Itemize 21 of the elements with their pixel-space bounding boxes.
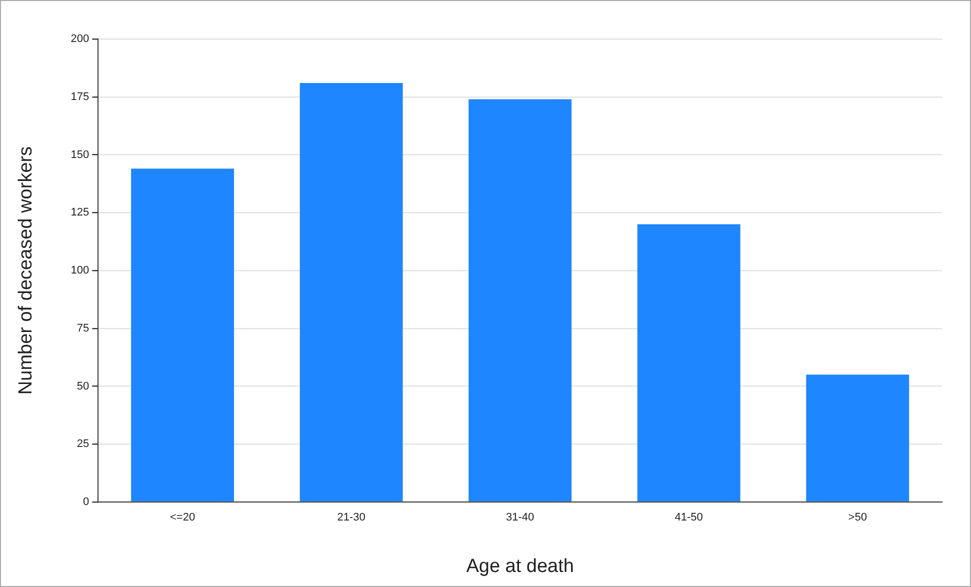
x-tick-label: >50 xyxy=(848,512,867,524)
y-tick-label: 175 xyxy=(70,90,90,103)
y-tick-label: 150 xyxy=(70,148,90,161)
y-tick-label: 50 xyxy=(76,380,90,392)
bar xyxy=(300,82,403,502)
bar xyxy=(637,224,740,502)
y-tick-label: 0 xyxy=(83,496,90,508)
bar xyxy=(806,374,910,502)
y-axis-title: Number of deceased workers xyxy=(16,146,37,395)
bar xyxy=(131,168,234,502)
x-tick-label: 21-30 xyxy=(337,512,366,524)
x-tick-label: 41-50 xyxy=(674,512,703,524)
x-tick-label: 31-40 xyxy=(506,512,534,524)
y-tick-label: 200 xyxy=(70,33,90,46)
x-tick-label: <=20 xyxy=(170,512,196,524)
bar xyxy=(468,99,572,502)
y-tick-label: 75 xyxy=(76,322,90,334)
y-tick-label: 125 xyxy=(70,206,90,219)
y-tick-label: 100 xyxy=(70,264,90,277)
y-tick-label: 25 xyxy=(76,438,90,450)
x-axis-title: Age at death xyxy=(466,556,574,577)
